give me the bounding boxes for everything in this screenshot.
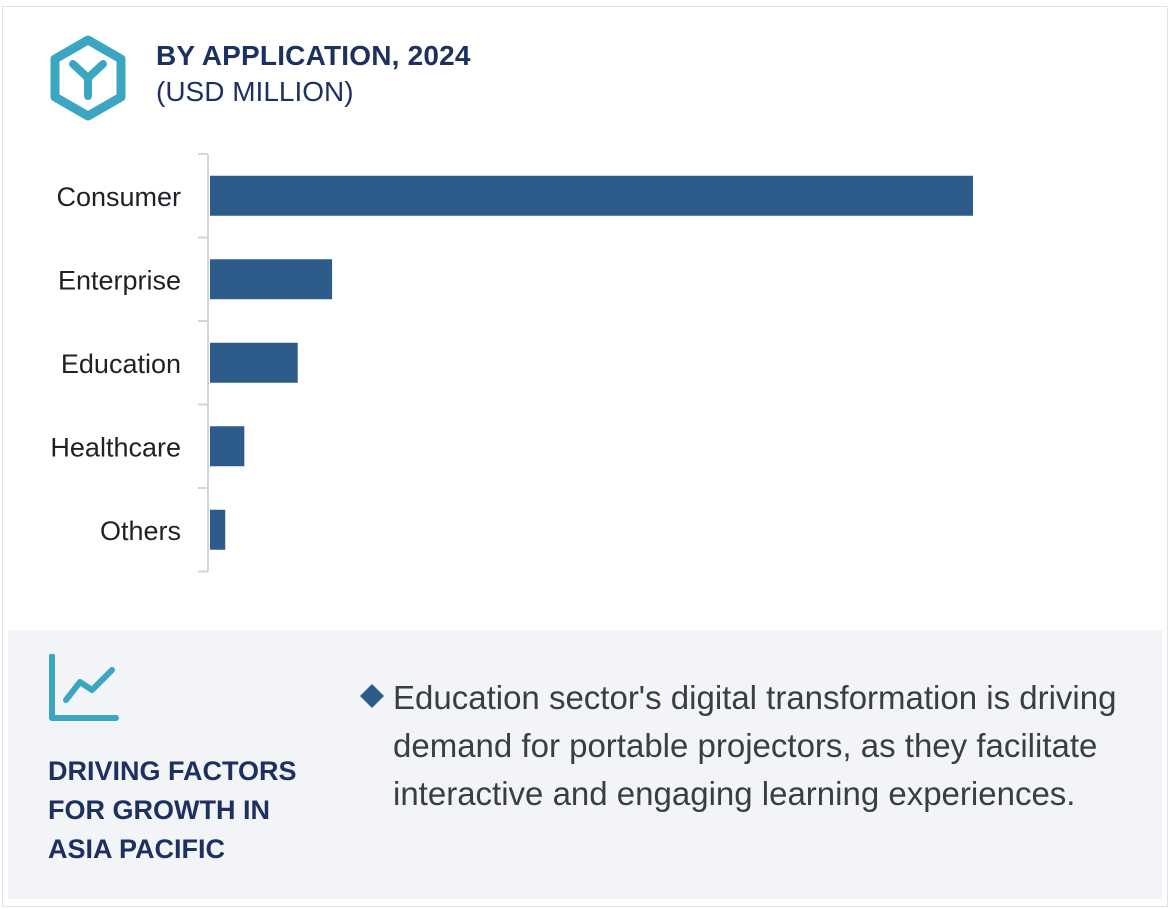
category-label: Enterprise: [58, 265, 181, 295]
category-label: Education: [61, 349, 181, 379]
line-chart-trend-icon: [49, 654, 119, 721]
category-label: Others: [100, 516, 181, 546]
bar-enterprise: [210, 259, 333, 300]
bar-education: [210, 342, 298, 383]
chart-title: BY APPLICATION, 2024: [156, 40, 471, 71]
application-bar-chart: Consumer Enterprise Education Healthcare Oth…: [50, 153, 973, 573]
driving-factor-text: Education sector's digital transformatio…: [393, 679, 1117, 812]
diamond-bullet-icon: [360, 684, 384, 708]
bar-healthcare: [210, 426, 245, 467]
bar-consumer: [210, 175, 973, 216]
hexagon-y-logo-icon: [50, 35, 126, 121]
bar-others: [210, 509, 226, 550]
driving-factors-panel: DRIVING FACTORS FOR GROWTH IN ASIA PACIF…: [8, 630, 1162, 899]
driving-factors-title: DRIVING FACTORS FOR GROWTH IN ASIA PACIF…: [48, 756, 297, 864]
category-label: Consumer: [56, 182, 181, 212]
category-label: Healthcare: [50, 432, 181, 462]
chart-subtitle: (USD MILLION): [156, 76, 354, 107]
